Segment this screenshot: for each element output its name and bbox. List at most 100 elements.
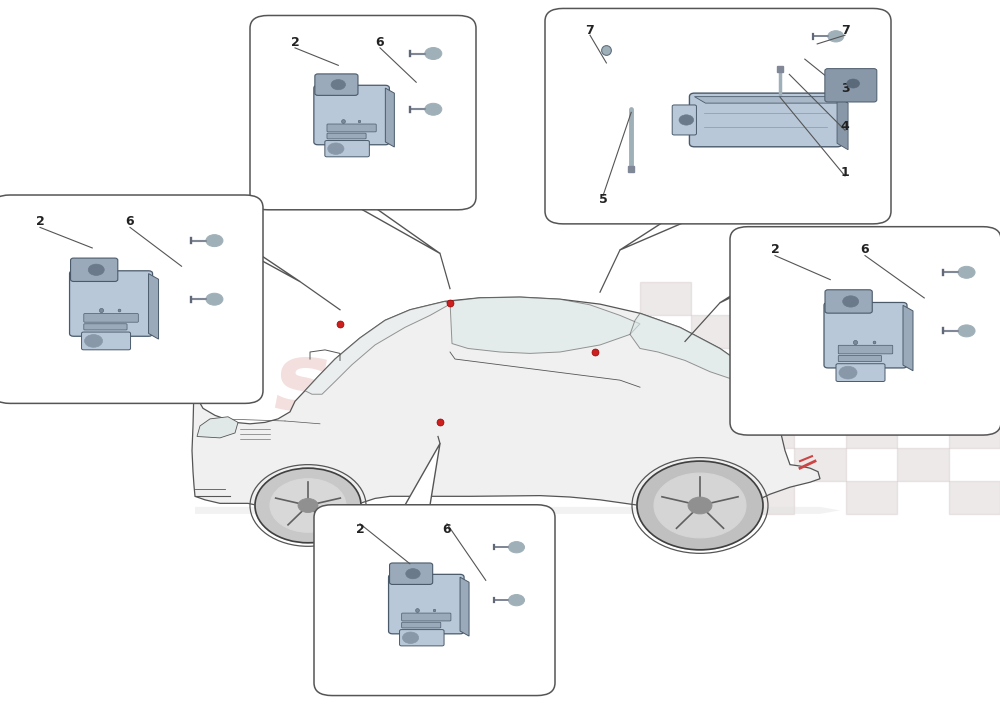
Circle shape [425, 103, 442, 115]
Circle shape [206, 234, 223, 246]
Polygon shape [340, 197, 440, 253]
Bar [743, 348, 794, 381]
Polygon shape [149, 274, 159, 339]
Text: 7: 7 [841, 24, 849, 37]
Circle shape [88, 264, 104, 275]
Bar [640, 415, 691, 448]
FancyBboxPatch shape [327, 124, 376, 132]
Circle shape [509, 594, 524, 605]
Polygon shape [903, 306, 913, 371]
Polygon shape [837, 96, 848, 150]
Text: 6: 6 [861, 244, 869, 256]
Text: 3: 3 [841, 82, 849, 94]
Polygon shape [694, 96, 848, 103]
Polygon shape [398, 444, 440, 517]
FancyBboxPatch shape [71, 258, 118, 282]
Text: 2: 2 [36, 215, 44, 228]
Text: 2: 2 [356, 523, 364, 536]
FancyBboxPatch shape [402, 622, 441, 628]
Bar [949, 481, 1000, 514]
Polygon shape [620, 211, 710, 250]
Circle shape [958, 266, 975, 278]
Bar [691, 381, 743, 415]
Circle shape [328, 143, 344, 154]
Text: 2: 2 [291, 36, 299, 49]
Circle shape [839, 366, 857, 379]
FancyBboxPatch shape [836, 364, 885, 382]
Circle shape [654, 473, 746, 538]
FancyBboxPatch shape [389, 574, 464, 634]
Polygon shape [450, 297, 640, 353]
Text: 4: 4 [841, 120, 849, 133]
Text: 6: 6 [376, 36, 384, 49]
Polygon shape [305, 301, 450, 394]
Text: 6: 6 [443, 523, 451, 536]
Bar [897, 448, 949, 481]
Text: 1: 1 [841, 166, 849, 179]
Circle shape [843, 296, 859, 307]
Circle shape [679, 115, 694, 125]
Circle shape [406, 569, 420, 579]
Bar [794, 315, 846, 348]
Bar [691, 315, 743, 348]
FancyBboxPatch shape [82, 332, 131, 350]
Text: 7: 7 [586, 24, 594, 37]
Circle shape [85, 334, 103, 347]
FancyBboxPatch shape [400, 629, 444, 646]
Circle shape [958, 325, 975, 337]
Bar [743, 481, 794, 514]
FancyBboxPatch shape [824, 303, 907, 368]
Bar [846, 282, 897, 315]
Bar [743, 415, 794, 448]
Polygon shape [165, 208, 300, 282]
Circle shape [298, 498, 318, 513]
FancyBboxPatch shape [250, 15, 476, 210]
FancyBboxPatch shape [314, 505, 555, 696]
Text: 2: 2 [771, 244, 779, 256]
Circle shape [255, 468, 361, 543]
FancyBboxPatch shape [825, 290, 872, 313]
Circle shape [637, 461, 763, 550]
Bar [897, 381, 949, 415]
Text: 5: 5 [599, 193, 607, 206]
FancyBboxPatch shape [730, 227, 1000, 435]
Polygon shape [720, 239, 850, 303]
Polygon shape [197, 417, 238, 438]
Bar [691, 448, 743, 481]
Bar [897, 315, 949, 348]
Bar [846, 348, 897, 381]
FancyBboxPatch shape [672, 105, 696, 135]
FancyBboxPatch shape [314, 85, 389, 145]
Bar [949, 415, 1000, 448]
FancyBboxPatch shape [545, 8, 891, 224]
Bar [949, 282, 1000, 315]
Circle shape [828, 31, 844, 42]
FancyBboxPatch shape [689, 93, 842, 147]
Polygon shape [385, 88, 394, 147]
Polygon shape [460, 577, 469, 636]
FancyBboxPatch shape [825, 68, 877, 102]
Text: scuderia: scuderia [273, 338, 727, 429]
Polygon shape [630, 313, 750, 380]
Circle shape [847, 79, 860, 88]
Bar [640, 481, 691, 514]
Bar [640, 282, 691, 315]
FancyBboxPatch shape [84, 324, 127, 330]
Circle shape [688, 497, 712, 514]
FancyBboxPatch shape [402, 613, 451, 621]
FancyBboxPatch shape [70, 271, 153, 337]
FancyBboxPatch shape [0, 195, 263, 403]
FancyBboxPatch shape [325, 141, 369, 157]
Text: 6: 6 [126, 215, 134, 228]
Bar [846, 481, 897, 514]
Bar [794, 381, 846, 415]
Bar [743, 282, 794, 315]
FancyBboxPatch shape [327, 133, 366, 139]
Bar [794, 448, 846, 481]
Circle shape [270, 479, 346, 532]
Bar [846, 415, 897, 448]
Bar [640, 348, 691, 381]
Circle shape [402, 632, 419, 643]
FancyBboxPatch shape [390, 563, 433, 584]
Circle shape [509, 541, 524, 553]
